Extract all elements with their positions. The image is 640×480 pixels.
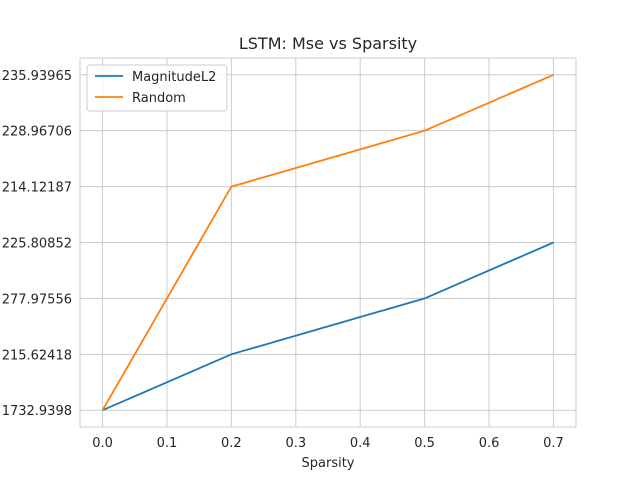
legend-label: Random bbox=[132, 91, 186, 106]
y-tick-label: 1732.9398 bbox=[2, 404, 72, 419]
y-tick-label: 235.93965 bbox=[2, 69, 72, 84]
legend: MagnitudeL2 Random bbox=[86, 64, 228, 112]
x-axis-label: Sparsity bbox=[302, 456, 355, 471]
x-tick-label: 0.0 bbox=[92, 436, 113, 451]
series-lines bbox=[101, 73, 554, 412]
x-tick-label: 0.2 bbox=[221, 436, 242, 451]
plot-frame bbox=[79, 57, 577, 428]
y-tick-label: 214.12187 bbox=[2, 181, 72, 196]
x-tick-label: 0.1 bbox=[157, 436, 178, 451]
x-tick-label: 0.5 bbox=[414, 436, 435, 451]
y-tick-label: 228.96706 bbox=[2, 125, 72, 140]
x-tick-label: 0.6 bbox=[479, 436, 500, 451]
series-line-magnitudel2 bbox=[102, 241, 554, 412]
x-tick-label: 0.7 bbox=[543, 436, 564, 451]
x-tick-label: 0.3 bbox=[285, 436, 306, 451]
x-tick-label: 0.4 bbox=[350, 436, 371, 451]
chart-title: LSTM: Mse vs Sparsity bbox=[239, 34, 417, 53]
series-line-random bbox=[101, 73, 554, 411]
x-axis-ticks: 0.0 0.1 0.2 0.3 0.4 0.5 0.6 0.7 bbox=[92, 436, 564, 451]
y-tick-label: 215.62418 bbox=[2, 348, 72, 363]
legend-label: MagnitudeL2 bbox=[132, 70, 216, 85]
grid bbox=[80, 58, 576, 427]
y-tick-label: 225.80852 bbox=[2, 237, 72, 252]
y-axis-ticks: 1732.9398 215.62418 277.97556 225.80852 214.… bbox=[2, 69, 72, 419]
y-tick-label: 277.97556 bbox=[2, 292, 72, 307]
